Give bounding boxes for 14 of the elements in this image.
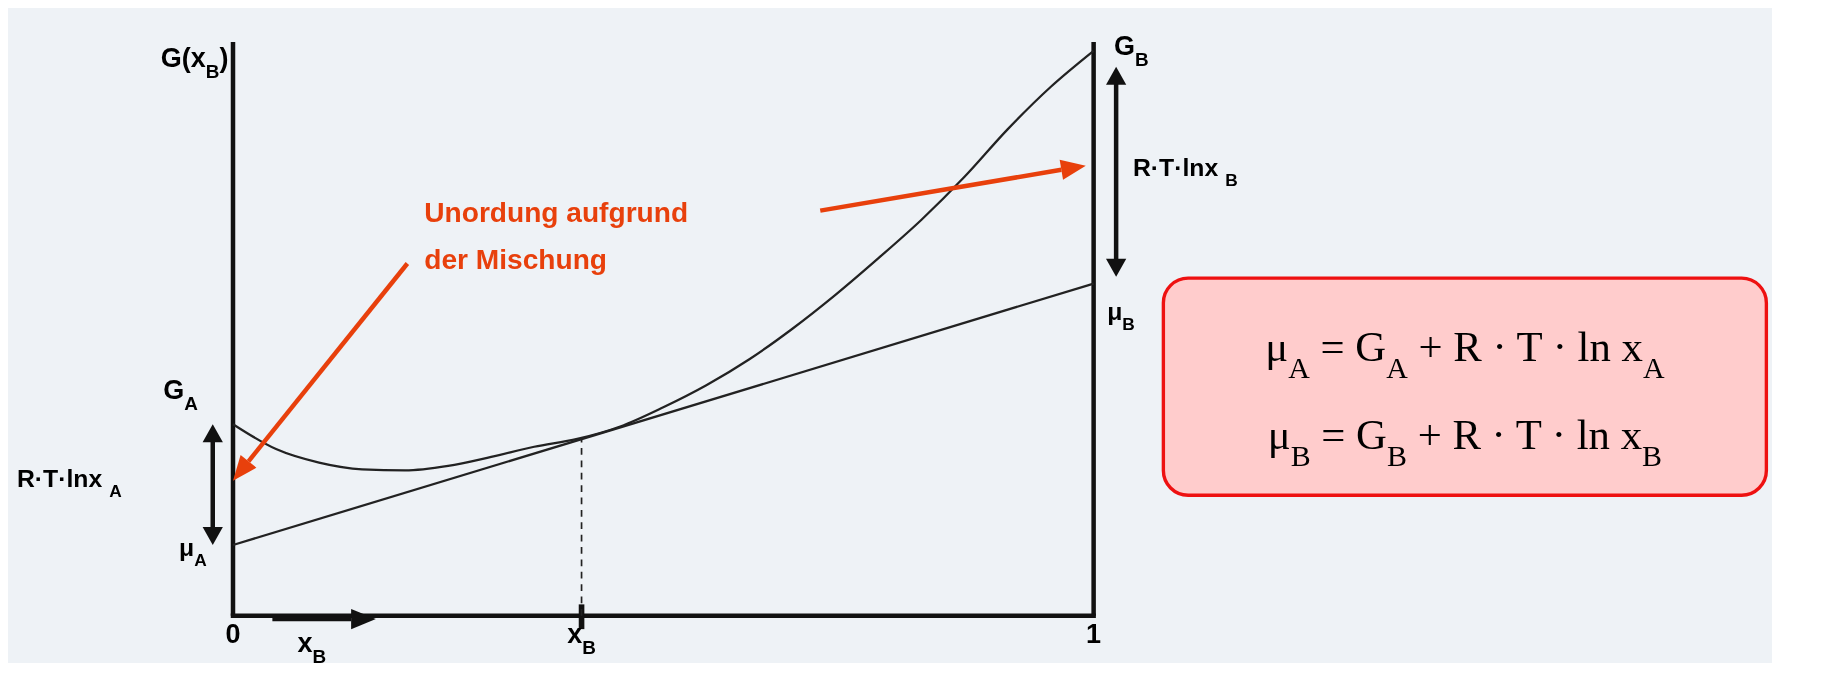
y-axis-title: G(x$_{B}$) [160, 42, 229, 82]
x-tick-label: 0 [225, 618, 241, 649]
text: μ$_{A}$ = G$_{A}$ + R · T · ln x$_{A}$ [1265, 323, 1665, 384]
text: R·T·lnx $_{A}$ [17, 464, 123, 501]
text: G$_{B}$ [1113, 31, 1149, 70]
x-tick-label: 1 [1086, 618, 1102, 649]
text: μ$_{B}$ [1107, 297, 1135, 334]
text: μ$_{B}$ = G$_{B}$ + R · T · ln x$_{B}$ [1267, 411, 1662, 472]
annotation: der Mischung [424, 244, 607, 276]
text: G$_{A}$ [163, 375, 199, 414]
annotation: Unordung aufgrund [424, 196, 689, 228]
x-tick-label: x$_{B}$ [567, 618, 596, 658]
text: R·T·lnx $_{B}$ [1133, 154, 1238, 191]
text: μ$_{A}$ [179, 534, 208, 571]
